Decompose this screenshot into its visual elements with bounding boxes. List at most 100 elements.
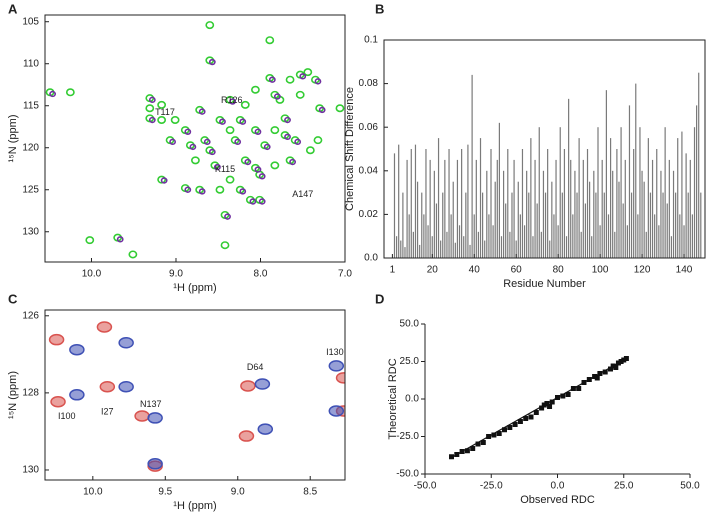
bar: [500, 236, 503, 258]
peak: [198, 108, 206, 115]
point: [449, 454, 454, 460]
peak: [305, 146, 315, 155]
bar: [574, 170, 576, 258]
bar: [672, 170, 675, 258]
bar: [502, 170, 505, 258]
bar: [492, 225, 494, 258]
point: [539, 405, 545, 411]
point: [475, 441, 481, 447]
y-tick-label: 130: [22, 465, 39, 476]
x-tick-label: 9.0: [169, 269, 183, 280]
peak: [169, 138, 177, 146]
bar: [607, 214, 610, 258]
y-axis-label: Chemical Shift Difference: [344, 87, 356, 211]
bar: [526, 170, 528, 258]
bar: [393, 153, 396, 258]
peak: [285, 75, 295, 84]
bar: [666, 203, 668, 258]
x-tick-label: 100: [592, 265, 609, 276]
bar: [437, 138, 440, 258]
bar: [639, 127, 641, 258]
x-tick-label: -50.0: [414, 481, 437, 492]
bar: [406, 159, 408, 258]
bar: [651, 159, 654, 258]
peak: [157, 116, 167, 125]
point: [613, 365, 619, 370]
bar: [654, 214, 656, 258]
y-tick-label: 128: [22, 388, 39, 399]
bar: [484, 240, 486, 258]
peak: [145, 104, 155, 113]
x-axis-label: Observed RDC: [520, 494, 595, 506]
bar: [523, 225, 526, 258]
bar: [421, 192, 423, 258]
bar: [675, 192, 677, 258]
point: [565, 392, 571, 397]
bar: [647, 138, 649, 258]
bar: [565, 236, 568, 258]
bar: [423, 214, 425, 258]
annotation: D64: [247, 362, 264, 372]
peak: [239, 118, 247, 125]
peak: [254, 378, 271, 390]
point: [470, 446, 476, 451]
peak: [328, 360, 345, 372]
bar: [624, 159, 626, 258]
bar: [689, 159, 691, 258]
x-tick-label: 7.0: [338, 269, 352, 280]
bar: [444, 159, 446, 258]
peak: [270, 161, 280, 170]
peak: [299, 73, 307, 80]
y-tick-label: 0.1: [364, 35, 378, 46]
point: [464, 448, 470, 454]
peak: [240, 380, 256, 392]
bar: [589, 181, 591, 258]
bar: [614, 231, 616, 258]
peak: [184, 128, 192, 135]
peak: [208, 58, 216, 66]
peak: [198, 188, 206, 195]
peak: [335, 372, 345, 384]
bar: [570, 159, 572, 258]
bar: [626, 225, 628, 258]
plot-area: [45, 21, 345, 259]
peak: [184, 186, 192, 193]
bar: [458, 225, 461, 258]
point: [594, 375, 600, 381]
y-tick-label: 25.0: [400, 356, 420, 367]
bar: [643, 181, 645, 258]
point: [533, 410, 539, 415]
bar: [620, 127, 622, 258]
bar: [586, 149, 589, 258]
bar: [400, 240, 402, 258]
point: [517, 419, 523, 424]
x-tick-label: 25.0: [614, 481, 634, 492]
peak: [263, 143, 271, 151]
bar: [668, 159, 670, 258]
bar: [630, 192, 633, 258]
x-tick-label: 0.0: [551, 481, 565, 492]
bar: [446, 231, 448, 258]
x-tick-label: 60: [511, 265, 523, 276]
bar: [601, 159, 603, 258]
y-tick-label: 0.04: [359, 165, 379, 176]
bar: [561, 192, 563, 258]
bar: [509, 231, 511, 258]
bar: [433, 170, 435, 258]
bar: [576, 192, 578, 258]
bar: [454, 242, 456, 258]
bar: [419, 244, 421, 258]
peak: [147, 412, 163, 424]
bar: [549, 240, 551, 258]
point: [560, 393, 566, 399]
bar: [568, 98, 570, 258]
bar: [683, 225, 685, 258]
peak: [128, 250, 138, 259]
x-tick-label: 20: [427, 265, 439, 276]
bar: [452, 181, 454, 258]
peak: [99, 380, 116, 393]
bar: [637, 214, 639, 258]
y-tick-label: 50.0: [400, 319, 420, 330]
bar: [442, 192, 444, 258]
peak: [238, 430, 255, 442]
